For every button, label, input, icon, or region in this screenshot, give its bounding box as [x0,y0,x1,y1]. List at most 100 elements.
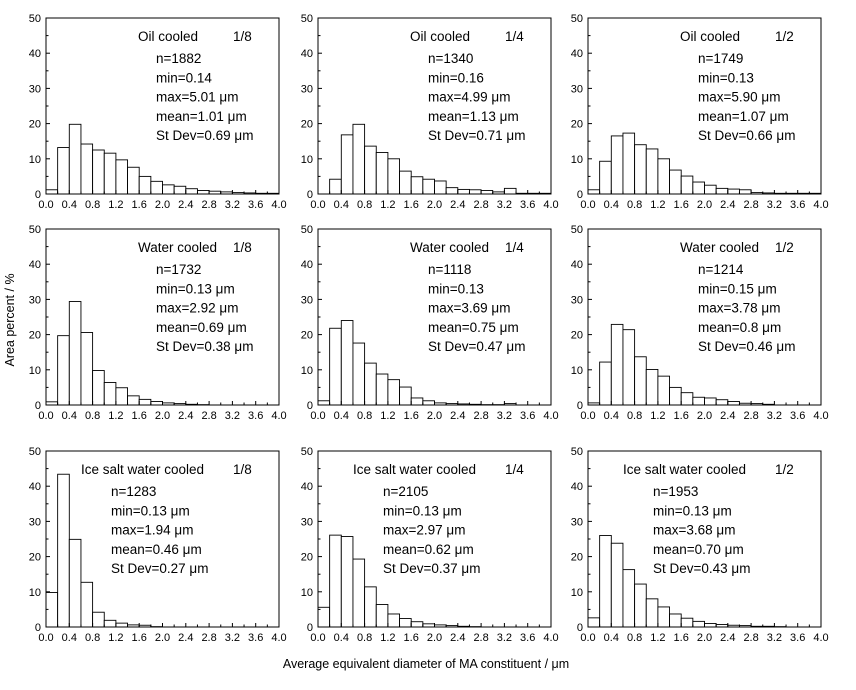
x-tick-label: 1.6 [674,410,689,422]
histogram-bar [587,617,601,628]
histogram-bar [92,370,105,406]
histogram-bar [317,606,331,628]
histogram-bar [704,184,717,195]
panel-stat-line: mean=0.70 μm [653,542,744,557]
panel-condition-label: Ice salt water cooled [81,462,204,477]
x-tick-label: 1.2 [650,199,665,211]
histogram-bar [57,473,70,628]
histogram-bar [103,152,117,195]
panel-position-label: 1/2 [775,462,794,477]
y-tick-label: 30 [301,83,313,95]
panel-condition-label: Oil cooled [138,29,198,44]
x-tick-label: 2.0 [155,632,170,644]
histogram-bar [185,188,198,195]
x-tick-label: 2.0 [155,410,170,422]
x-tick-label: 0.4 [334,410,349,422]
histogram-bar [469,189,482,195]
histogram-bar [352,123,366,195]
y-tick-label: 50 [29,13,41,25]
x-tick-label: 0.8 [85,199,100,211]
histogram-bar [599,361,612,406]
histogram-bar [375,152,389,195]
y-tick-label: 30 [29,294,41,306]
histogram-bar [739,189,752,195]
histogram-bar [115,387,129,406]
panel-stat-line: min=0.16 [428,70,484,85]
panel-stat-line: mean=1.13 μm [428,109,519,124]
histogram-bar [340,536,354,628]
y-tick-label: 10 [29,587,41,599]
histogram-bar [92,149,105,195]
x-tick-label: 3.6 [790,199,805,211]
x-tick-label: 4.0 [543,410,558,422]
histogram-panel: 0.0 0.4 0.8 1.2 1.6 2.0 2.4 2.8 3.2 3.6 4.0 0 10 20 30… [301,446,559,644]
panel-stat-line: max=2.97 μm [383,523,465,538]
panel-stat-line: mean=1.07 μm [698,109,789,124]
x-tick-label: 0.0 [310,410,325,422]
x-tick-label: 1.2 [108,410,123,422]
x-tick-label: 1.2 [108,632,123,644]
histogram-bar [645,148,659,195]
y-tick-label: 0 [577,622,583,634]
x-tick-label: 0.4 [62,199,77,211]
y-axis-title: Area percent / % [3,273,17,366]
x-tick-label: 0.0 [38,410,53,422]
panel-stat-line: St Dev=0.43 μm [653,561,750,576]
panel-stat-line: min=0.13 μm [383,503,462,518]
histogram-bar [364,145,377,195]
histogram-bar [622,132,636,195]
x-tick-label: 4.0 [813,410,828,422]
histogram-bar [127,166,140,195]
x-tick-label: 4.0 [813,199,828,211]
x-tick-label: 2.4 [450,410,465,422]
histogram-bar [162,184,175,195]
x-tick-label: 2.8 [201,632,216,644]
x-tick-label: 0.8 [357,410,372,422]
x-tick-label: 0.8 [357,199,372,211]
panel-stat-line: St Dev=0.38 μm [156,339,253,354]
panel-position-label: 1/2 [775,29,794,44]
y-tick-label: 0 [307,189,313,201]
panel-position-label: 1/4 [505,29,524,44]
histogram-bar [115,622,129,628]
x-tick-label: 1.6 [674,632,689,644]
x-tick-label: 1.2 [108,199,123,211]
x-tick-label: 0.4 [334,632,349,644]
x-tick-label: 1.6 [404,199,419,211]
y-tick-label: 20 [301,119,313,131]
x-tick-label: 1.2 [380,199,395,211]
y-tick-label: 50 [571,446,583,458]
histogram-bar [127,395,140,406]
x-tick-label: 4.0 [543,199,558,211]
x-tick-label: 4.0 [543,632,558,644]
panel-stat-line: mean=0.62 μm [383,542,474,557]
x-tick-label: 3.6 [520,632,535,644]
histogram-bar [692,620,705,628]
histogram-bar [692,181,705,195]
histogram-bar [80,332,94,406]
histogram-bar [340,134,354,195]
histogram-bar [669,169,682,195]
histogram-bar [704,623,717,628]
x-tick-label: 3.2 [497,632,512,644]
panel-position-label: 1/4 [505,240,524,255]
y-tick-label: 40 [301,48,313,60]
x-tick-label: 4.0 [271,632,286,644]
x-tick-label: 2.8 [743,199,758,211]
histogram-bar [727,188,740,195]
histogram-bar [173,185,187,195]
panel-stat-line: St Dev=0.46 μm [698,339,795,354]
y-tick-label: 0 [35,622,41,634]
histogram-bar [599,535,612,628]
x-tick-label: 3.2 [767,410,782,422]
histogram-bar [340,320,354,406]
y-tick-label: 40 [571,48,583,60]
panel-stat-line: St Dev=0.71 μm [428,128,525,143]
x-tick-label: 3.2 [767,199,782,211]
x-tick-label: 2.8 [743,632,758,644]
panel-stat-line: max=5.90 μm [698,90,780,105]
y-tick-label: 50 [29,224,41,236]
x-tick-label: 0.4 [62,410,77,422]
histogram-panel: 0.0 0.4 0.8 1.2 1.6 2.0 2.4 2.8 3.2 3.6 4.0 0 10 20 30… [29,446,287,644]
histogram-bar [634,356,647,406]
